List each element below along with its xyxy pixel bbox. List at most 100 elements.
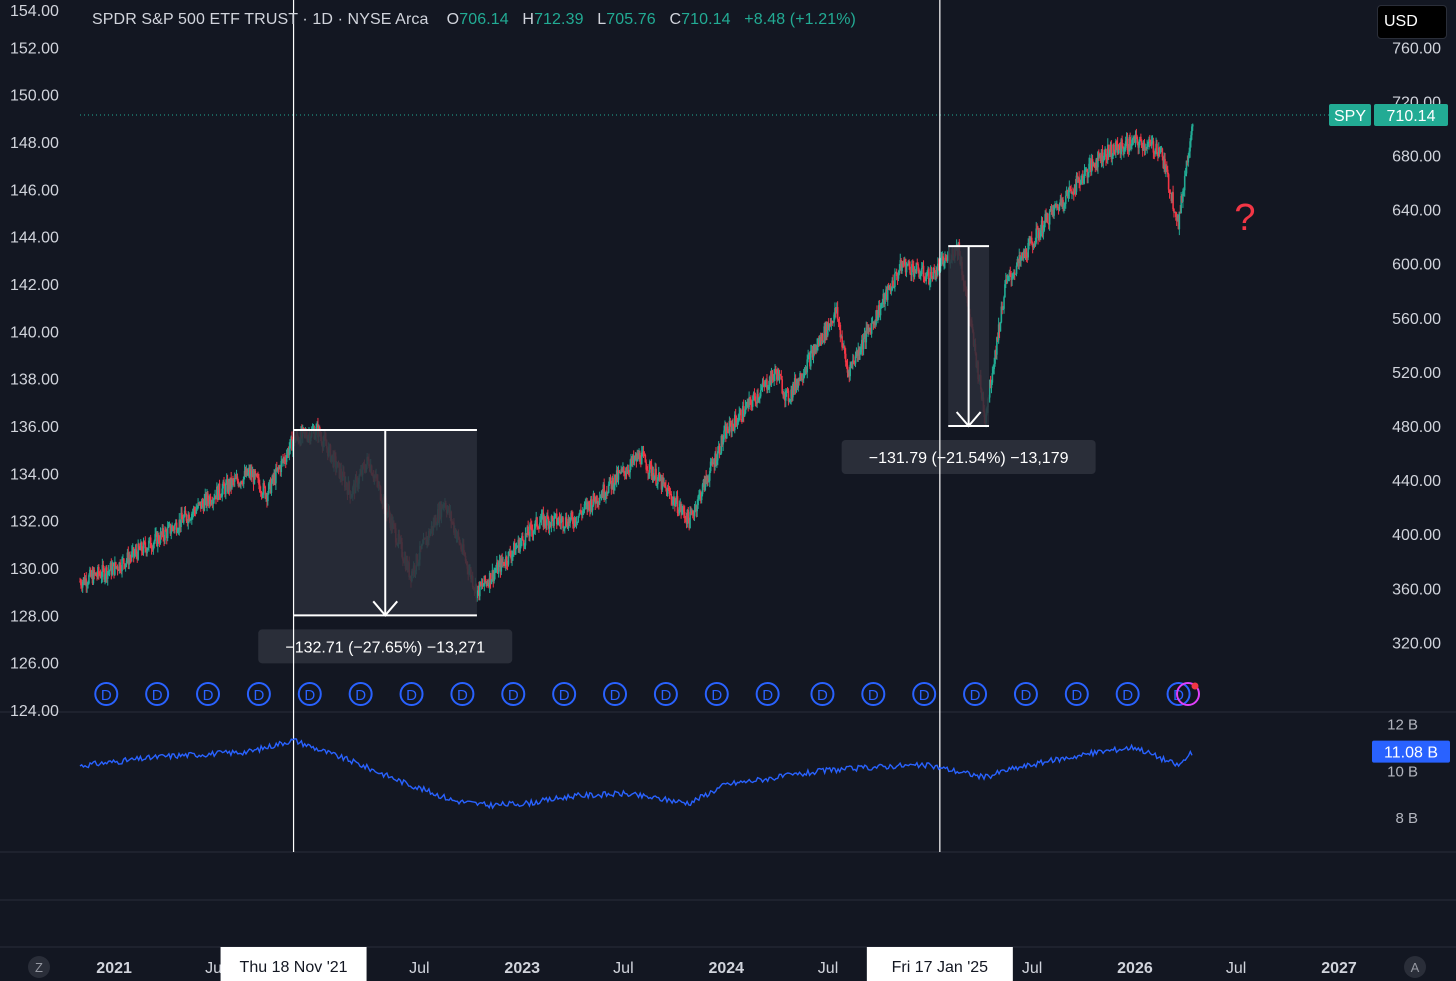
candle-body	[241, 483, 244, 485]
dividend-marker[interactable]: D	[912, 682, 937, 706]
dividend-marker[interactable]: D	[810, 682, 835, 706]
candle-body	[1023, 250, 1026, 255]
candle-body	[1113, 144, 1115, 152]
dividend-marker[interactable]: D	[603, 682, 628, 706]
candle-body	[591, 505, 594, 511]
candle-body	[994, 350, 996, 364]
dividend-marker[interactable]: D	[1166, 682, 1191, 706]
candle-body	[1054, 204, 1056, 206]
candle-body	[592, 493, 595, 506]
interval[interactable]: 1D	[312, 11, 334, 28]
zoom-button[interactable]: Z	[28, 956, 50, 978]
candle-body	[149, 537, 152, 548]
dividend-marker[interactable]: D	[246, 682, 271, 706]
candle-body	[261, 494, 264, 496]
candle-body	[488, 573, 491, 587]
dividend-marker[interactable]: D	[450, 682, 475, 706]
candle-body	[1149, 142, 1152, 146]
dividend-marker[interactable]: D	[399, 682, 424, 706]
candle-body	[583, 504, 586, 510]
candle-body	[750, 398, 752, 405]
dividend-marker[interactable]: D	[552, 682, 577, 706]
candle-body	[1034, 242, 1037, 246]
candle-body	[1038, 232, 1040, 239]
candle-body	[637, 453, 639, 459]
crosshair-date-label: Fri 17 Jan '25	[892, 959, 989, 976]
candle-body	[595, 495, 597, 504]
candle-body	[1004, 284, 1006, 298]
dividend-marker[interactable]: D	[501, 682, 526, 706]
candle-body	[580, 510, 582, 513]
candle-body	[761, 382, 764, 388]
dividend-marker[interactable]: D	[297, 682, 322, 706]
candle-body	[853, 362, 856, 364]
candle-body	[281, 459, 283, 461]
candle-body	[751, 400, 754, 407]
candle-body	[789, 399, 792, 401]
candle-body	[258, 484, 261, 492]
candle-body	[106, 567, 108, 579]
candle-body	[925, 276, 928, 282]
dividend-marker[interactable]: D	[755, 682, 780, 706]
dividend-marker[interactable]: D	[94, 682, 119, 706]
candle-body	[597, 502, 599, 504]
candle-body	[98, 574, 101, 576]
candle-body	[532, 530, 535, 535]
candle-body	[86, 584, 88, 587]
candle-body	[627, 469, 630, 472]
candle-body	[1185, 160, 1188, 174]
candle-body	[123, 558, 125, 564]
candle-body	[641, 451, 644, 453]
candle-body	[1140, 141, 1143, 148]
candle-body	[891, 280, 894, 291]
dividend-marker-circle	[755, 682, 780, 706]
currency-button[interactable]: USD	[1377, 5, 1447, 39]
dividend-marker-circle	[348, 682, 373, 706]
candle-body	[113, 563, 115, 575]
candle-body	[1084, 169, 1087, 171]
dividend-marker[interactable]: D	[1064, 682, 1089, 706]
candle-body	[783, 394, 785, 396]
candle-body	[617, 471, 620, 480]
candle-body	[515, 547, 518, 549]
candle-body	[480, 583, 483, 586]
dividend-marker[interactable]: D	[963, 682, 988, 706]
candle-body	[148, 537, 151, 541]
candle-body	[992, 369, 995, 374]
candle-body	[498, 560, 501, 565]
candle-body	[647, 470, 649, 474]
candle-body	[91, 572, 94, 584]
candle-body	[733, 414, 736, 431]
candle-body	[1022, 250, 1025, 259]
dividend-marker[interactable]: D	[653, 682, 678, 706]
candle-body	[644, 455, 647, 463]
candle-body	[1017, 258, 1020, 264]
dividend-marker-circle	[912, 682, 937, 706]
dividend-marker-label: D	[970, 687, 981, 704]
x-axis-tick-label: Jul	[818, 960, 838, 977]
dividend-marker[interactable]: D	[1013, 682, 1038, 706]
candle-body	[101, 565, 104, 577]
candle-body	[164, 529, 166, 541]
candle-body	[919, 274, 921, 278]
dividend-marker[interactable]: D	[1115, 682, 1140, 706]
candle-body	[567, 518, 570, 529]
dividend-marker[interactable]: D	[704, 682, 729, 706]
candle-body	[134, 549, 137, 554]
candle-body	[93, 569, 96, 575]
auto-scale-button[interactable]: A	[1404, 956, 1426, 978]
dividend-marker[interactable]: D	[145, 682, 170, 706]
candle-body	[140, 542, 143, 552]
candle-body	[655, 468, 657, 485]
dividend-marker[interactable]: D	[348, 682, 373, 706]
dividend-marker[interactable]: D	[196, 682, 221, 706]
candle-body	[276, 467, 279, 471]
candle-body	[897, 273, 900, 279]
candle-body	[1168, 189, 1171, 193]
dividend-marker[interactable]: D	[861, 682, 886, 706]
candle-body	[145, 548, 147, 554]
candle-body	[1188, 151, 1190, 157]
candle-body	[169, 523, 172, 534]
